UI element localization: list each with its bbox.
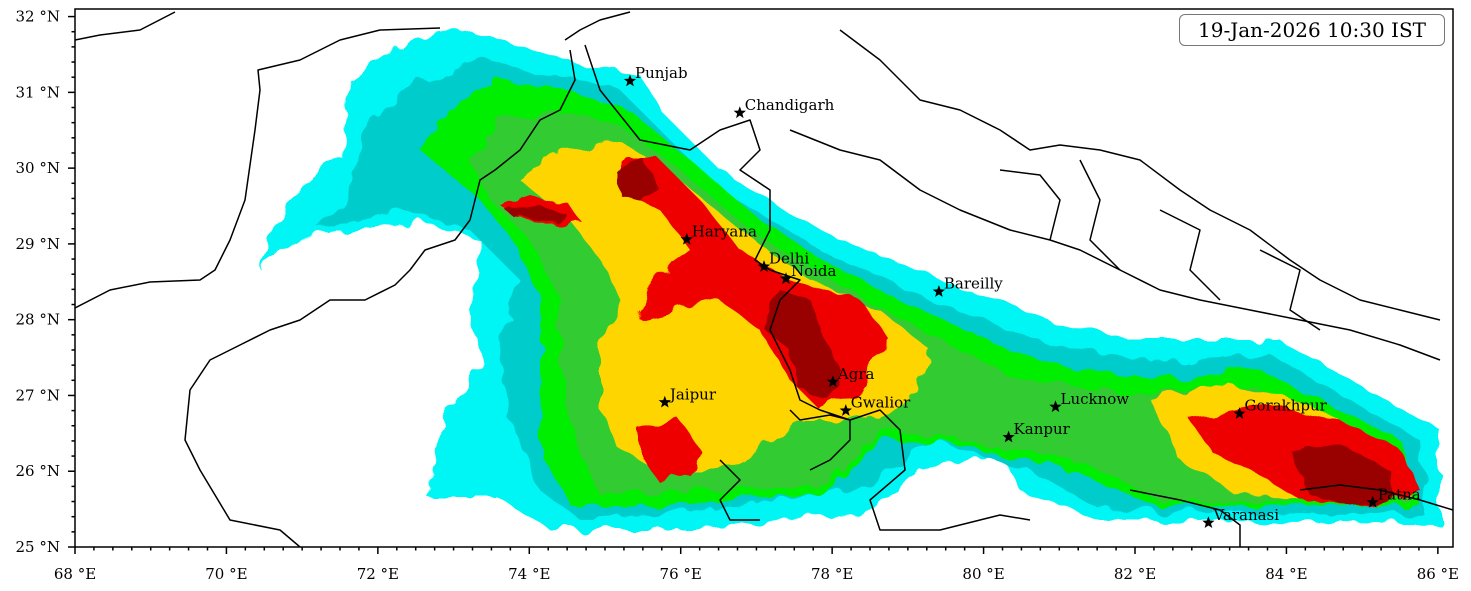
lon-tick-label: 82 °E: [1114, 565, 1156, 583]
nepal-region: [839, 29, 1441, 321]
city-label: Gwalior: [851, 394, 911, 412]
lon-tick-label: 78 °E: [811, 565, 853, 583]
star-icon: [658, 395, 671, 408]
lat-tick-label: 30 °N: [16, 159, 60, 177]
lat-tick-label: 26 °N: [16, 462, 60, 480]
lon-tick-label: 72 °E: [357, 565, 399, 583]
india-pakistan-border: [184, 11, 631, 547]
rain-band-darkred-west: [505, 205, 565, 222]
rain-band-red-jaipur: [640, 420, 700, 478]
axis-tick-labels: 68 °E 70 °E 72 °E 74 °E 76 °E 78 °E 80 °E 82 °E…: [16, 8, 1459, 583]
lat-tick-label: 27 °N: [16, 386, 60, 404]
lon-tick-label: 70 °E: [205, 565, 247, 583]
rain-field: [75, 11, 1453, 547]
city-marker-punjab: Punjab: [623, 64, 688, 87]
city-marker-haryana: Haryana: [680, 222, 757, 245]
city-label: Lucknow: [1061, 390, 1130, 408]
lon-tick-label: 74 °E: [508, 565, 550, 583]
city-marker-kanpur: Kanpur: [1002, 420, 1071, 443]
city-label: Varanasi: [1212, 506, 1279, 524]
timestamp-box: 19-Jan-2026 10:30 IST: [1179, 14, 1445, 46]
lon-tick-label: 84 °E: [1265, 565, 1307, 583]
rain-band-darkred-east: [1290, 445, 1395, 505]
city-marker-patna: Patna: [1366, 485, 1421, 508]
state-borders-east: [789, 129, 1441, 361]
star-icon: [733, 106, 746, 119]
lat-tick-label: 31 °N: [16, 83, 60, 101]
axis-ticks: [68, 15, 1439, 554]
city-marker-chandigarh: Chandigarh: [733, 96, 835, 119]
star-icon: [932, 285, 946, 297]
south-borders: [719, 459, 1453, 547]
city-marker-delhi: Delhi: [757, 250, 809, 272]
city-marker-gorakhpur: Gorakhpur: [1233, 397, 1328, 419]
city-label: Punjab: [635, 64, 688, 82]
lon-tick-label: 76 °E: [660, 565, 702, 583]
city-label: Patna: [1378, 485, 1421, 503]
star-icon: [680, 232, 693, 245]
star-icon: [1049, 400, 1062, 413]
lon-tick-label: 80 °E: [962, 565, 1004, 583]
lat-tick-label: 29 °N: [16, 235, 60, 253]
nepal-internal-1: [999, 159, 1321, 331]
city-label: Noida: [791, 262, 837, 280]
boundaries: [75, 11, 1453, 547]
city-label: Bareilly: [944, 275, 1003, 293]
city-marker-agra: Agra: [826, 365, 875, 388]
city-label: Haryana: [692, 222, 757, 240]
pakistan-afghan-border: [75, 11, 441, 309]
city-label: Chandigarh: [745, 96, 835, 114]
star-icon: [1002, 430, 1015, 443]
star-icon: [1233, 407, 1246, 419]
city-marker-gwalior: Gwalior: [839, 394, 911, 416]
city-label: Delhi: [769, 250, 809, 268]
star-icon: [623, 74, 637, 87]
city-label: Agra: [837, 365, 875, 383]
lat-tick-label: 32 °N: [16, 8, 60, 26]
city-label: Gorakhpur: [1244, 397, 1327, 415]
rain-band-darkred-north: [615, 160, 655, 200]
lon-tick-label: 86 °E: [1417, 565, 1459, 583]
city-marker-varanasi: Varanasi: [1202, 506, 1279, 528]
rain-band-darkred: [765, 290, 840, 400]
city-marker-jaipur: Jaipur: [658, 385, 717, 408]
city-label: Jaipur: [668, 385, 717, 403]
star-icon: [779, 272, 793, 284]
lon-tick-label: 68 °E: [54, 565, 96, 583]
city-marker-bareilly: Bareilly: [932, 275, 1003, 297]
lat-tick-label: 25 °N: [16, 538, 60, 556]
lat-tick-label: 28 °N: [16, 311, 60, 329]
plot-frame: [74, 8, 1454, 548]
star-icon: [826, 375, 840, 388]
star-icon: [757, 260, 771, 272]
rajasthan-mp-border: [789, 409, 851, 471]
city-label: Kanpur: [1014, 420, 1071, 438]
star-icon: [839, 404, 852, 416]
timestamp-label: 19-Jan-2026 10:30 IST: [1198, 18, 1426, 42]
city-marker-noida: Noida: [779, 262, 837, 284]
star-icon: [1366, 495, 1379, 508]
star-icon: [1202, 516, 1215, 528]
city-marker-lucknow: Lucknow: [1049, 390, 1130, 413]
state-borders-north: [584, 44, 1031, 531]
